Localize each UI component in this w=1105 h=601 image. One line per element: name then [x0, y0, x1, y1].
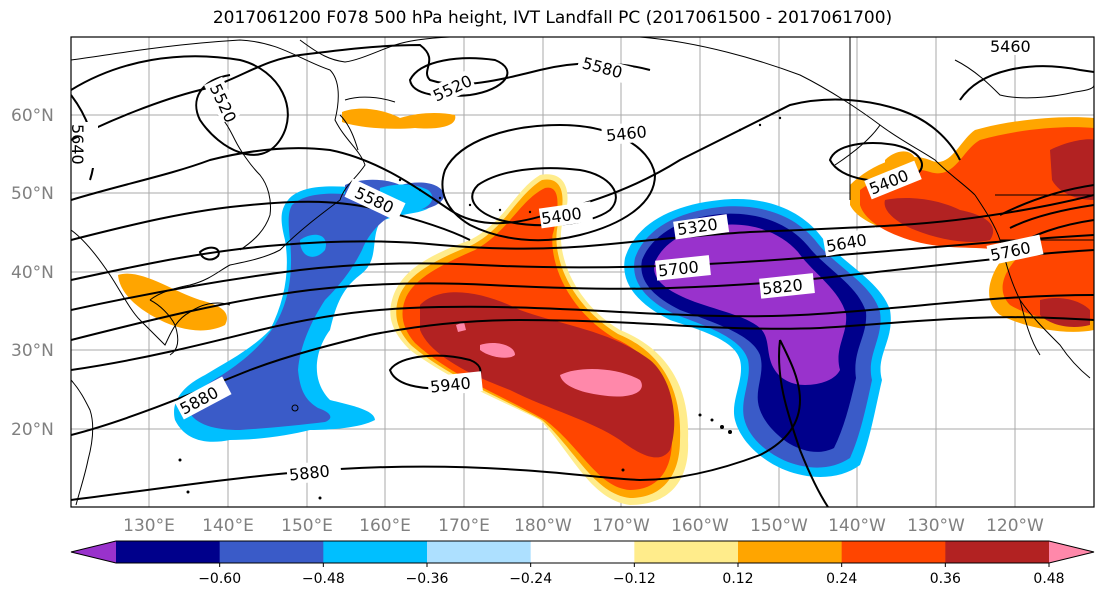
colorbar-segment: [841, 541, 946, 563]
positive-anomaly-central-pacific: [390, 174, 689, 505]
lat-tick-label: 60°N: [11, 106, 54, 126]
colorbar-tick-label: 0.12: [722, 571, 753, 587]
colorbar-tick-label: −0.48: [302, 571, 345, 587]
lon-tick-label: 170°W: [592, 516, 650, 536]
longitude-labels: 130°E 140°E 150°E 160°E 170°E 180°W 170°…: [123, 516, 1044, 536]
lon-tick-label: 130°W: [907, 516, 965, 536]
contour-label: 5460: [605, 122, 647, 145]
contour-label: 5820: [761, 275, 803, 298]
coastlines: [71, 37, 1094, 506]
colorbar-outline: [70, 540, 1095, 564]
lat-tick-label: 50°N: [11, 184, 54, 204]
colorbar-segment: [116, 541, 221, 563]
positive-anomaly-japan-okhotsk: [118, 108, 456, 331]
lon-tick-label: 180°W: [514, 516, 572, 536]
lon-tick-label: 160°W: [671, 516, 729, 536]
colorbar-tick-label: 0.24: [826, 571, 857, 587]
map-frame: [70, 36, 1095, 508]
colorbar-tick-label: −0.60: [198, 571, 241, 587]
lon-tick-label: 140°E: [202, 516, 254, 536]
lon-tick-label: 140°W: [828, 516, 886, 536]
colorbar-tick-label: 0.48: [1033, 571, 1064, 587]
lon-tick-label: 130°E: [123, 516, 175, 536]
contour-label: 5700: [657, 257, 699, 280]
latitude-labels: 60°N 50°N 40°N 30°N 20°N: [11, 106, 54, 440]
colorbar-segment: [530, 541, 635, 563]
colorbar-tick-label: −0.24: [509, 571, 552, 587]
colorbar-segment: [634, 541, 739, 563]
lon-tick-label: 170°E: [438, 516, 490, 536]
lat-tick-label: 20°N: [11, 420, 54, 440]
lon-tick-label: 150°E: [281, 516, 333, 536]
contour-label: 5940: [429, 373, 471, 396]
lon-tick-label: 160°E: [359, 516, 411, 536]
chart-title: 2017061200 F078 500 hPa height, IVT Land…: [212, 8, 893, 28]
lon-tick-label: 120°W: [986, 516, 1044, 536]
lat-tick-label: 40°N: [11, 263, 54, 283]
colorbar-segment: [219, 541, 324, 563]
colorbar-segment: [427, 541, 532, 563]
lat-tick-label: 30°N: [11, 341, 54, 361]
colorbar-tick-label: −0.12: [613, 571, 656, 587]
colorbar-segment: [323, 541, 428, 563]
colorbar: −0.60 −0.48 −0.36 −0.24 −0.12 0.12 0.24 0.36 0.4…: [70, 540, 1095, 587]
colorbar-extend-min: [71, 541, 116, 563]
contour-label: 5880: [288, 461, 330, 484]
contour-label: 5640: [68, 124, 87, 165]
lon-tick-label: 150°W: [750, 516, 808, 536]
colorbar-segment: [738, 541, 843, 563]
colorbar-segment: [945, 541, 1050, 563]
islands: [178, 116, 782, 500]
contour-label: 5460: [990, 37, 1031, 56]
colorbar-tick-label: −0.36: [406, 571, 449, 587]
negative-anomaly-west-pacific: [174, 179, 445, 442]
colorbar-tick-label: 0.36: [930, 571, 961, 587]
colorbar-extend-max: [1049, 541, 1094, 563]
